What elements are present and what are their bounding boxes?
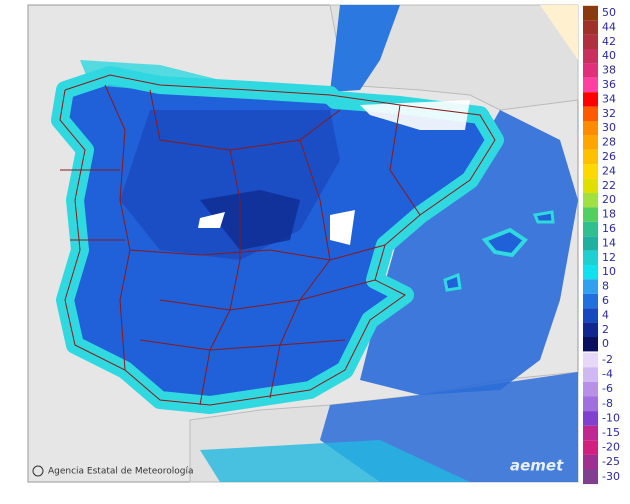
legend-label: -8 <box>602 397 613 410</box>
legend-label: -2 <box>602 353 613 366</box>
island <box>481 227 528 258</box>
borders <box>59 74 496 406</box>
legend-label: 42 <box>602 35 616 48</box>
legend-label: 44 <box>602 20 616 33</box>
legend-swatch <box>583 265 598 280</box>
legend-label: 22 <box>602 179 616 192</box>
legend-swatch <box>583 337 598 352</box>
legend-label: 10 <box>602 265 616 278</box>
legend-swatch <box>583 34 598 49</box>
logo: aemet <box>510 457 564 475</box>
legend-swatch <box>583 411 598 426</box>
legend-label: 14 <box>602 236 616 249</box>
island <box>532 210 555 224</box>
legend-swatch <box>583 425 598 441</box>
legend-swatch <box>583 193 598 208</box>
legend-swatch <box>583 63 598 78</box>
sea-mediterranean <box>360 110 578 395</box>
legend: 5044424038363432302826242220181614121086… <box>583 5 620 485</box>
legend-swatch <box>583 135 598 150</box>
legend-swatch <box>583 454 598 470</box>
legend-label: -6 <box>602 382 613 395</box>
legend-swatch <box>583 5 598 21</box>
legend-label: 8 <box>602 280 609 293</box>
legend-label: -10 <box>602 411 620 424</box>
legend-swatch <box>583 20 598 35</box>
legend-swatch <box>583 121 598 136</box>
legend-swatch <box>583 207 598 222</box>
legend-label: 20 <box>602 193 616 206</box>
legend-label: -30 <box>602 470 620 483</box>
legend-swatch <box>583 381 598 397</box>
legend-swatch <box>583 92 598 107</box>
legend-label: 18 <box>602 208 616 221</box>
sea-coastal <box>200 440 470 482</box>
legend-label: 26 <box>602 150 616 163</box>
legend-label: 12 <box>602 251 616 264</box>
legend-label: 40 <box>602 49 616 62</box>
cold-core <box>200 190 300 250</box>
legend-swatch <box>583 293 598 309</box>
legend-swatch <box>583 149 598 165</box>
legend-swatch <box>583 352 598 368</box>
legend-label: 6 <box>602 294 609 307</box>
legend-swatch <box>583 279 598 294</box>
legend-label: 2 <box>602 323 609 336</box>
legend-label: 38 <box>602 64 616 77</box>
snow <box>198 212 225 228</box>
land-warm <box>540 5 578 60</box>
legend-label: 4 <box>602 308 609 321</box>
legend-swatch <box>583 164 598 179</box>
legend-label: 36 <box>602 78 616 91</box>
legend-swatch <box>583 77 598 93</box>
island <box>443 272 462 292</box>
legend-label: 28 <box>602 136 616 149</box>
sea-biscay <box>330 5 400 92</box>
legend-label: 50 <box>602 6 616 19</box>
legend-swatch <box>583 396 598 412</box>
legend-swatch <box>583 322 598 337</box>
legend-label: -25 <box>602 455 620 468</box>
legend-label: 32 <box>602 107 616 120</box>
snow <box>360 100 470 130</box>
legend-label: 0 <box>602 337 609 350</box>
legend-label: 24 <box>602 164 616 177</box>
legend-swatch <box>583 106 598 121</box>
legend-swatch <box>583 49 598 64</box>
legend-label: -4 <box>602 368 613 381</box>
legend-swatch <box>583 221 598 237</box>
sea-coastal <box>80 60 220 90</box>
legend-label: 30 <box>602 121 616 134</box>
legend-swatch <box>583 250 598 265</box>
map-layer <box>51 4 579 483</box>
legend-swatch <box>583 178 598 193</box>
legend-swatch <box>583 367 598 382</box>
legend-label: 34 <box>602 92 616 105</box>
legend-label: 16 <box>602 222 616 235</box>
legend-swatch <box>583 440 598 455</box>
credit-icon <box>32 465 44 477</box>
legend-swatch <box>583 469 598 485</box>
legend-swatch <box>583 308 598 323</box>
credit: Agencia Estatal de Meteorología <box>48 467 194 477</box>
snow <box>330 210 355 245</box>
legend-label: -15 <box>602 426 620 439</box>
legend-label: -20 <box>602 441 620 454</box>
legend-swatch <box>583 236 598 251</box>
